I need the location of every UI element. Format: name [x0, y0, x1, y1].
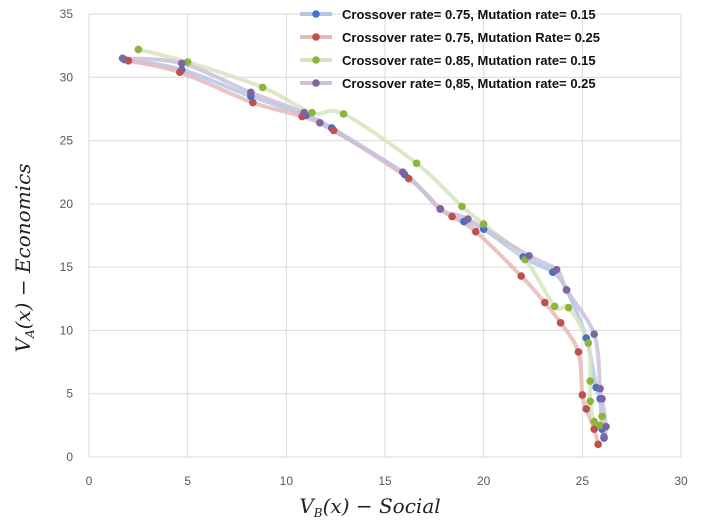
series-2-point	[594, 440, 602, 449]
legend: Crossover rate= 0.75, Mutation rate= 0.1…	[300, 7, 600, 91]
series-2-point	[541, 298, 549, 307]
series-4-point	[398, 168, 407, 177]
x-axis-title: VB(x) − Social	[299, 494, 440, 520]
series-4-point	[596, 384, 604, 393]
series-4-point	[436, 205, 445, 213]
y-tick-label: 25	[60, 134, 74, 148]
series-4-point	[552, 265, 561, 274]
series-4-point	[602, 422, 610, 431]
series-2-point	[578, 391, 587, 399]
series-3-point	[412, 159, 421, 168]
legend-entry-1: Crossover rate= 0.75, Mutation rate= 0.1…	[342, 7, 596, 22]
series-2-point	[574, 348, 583, 356]
series-line-3	[136, 47, 605, 428]
series-2-point	[517, 272, 525, 280]
series-4-point	[525, 251, 533, 260]
series-3-point	[134, 45, 143, 54]
series-2-point	[556, 319, 565, 327]
series-4-point	[300, 108, 308, 117]
series-2-point	[175, 68, 184, 77]
x-axis-ticks: 0 5 10 15 20 25 30	[86, 474, 688, 488]
series-4-point	[590, 330, 598, 339]
series-4-point	[464, 215, 472, 223]
series-2-point	[248, 98, 257, 107]
y-tick-label: 5	[66, 387, 73, 401]
y-tick-label: 10	[60, 323, 74, 337]
y-axis-ticks: 0 5 10 15 20 25 30 35	[60, 7, 74, 464]
series-2-point	[404, 174, 413, 183]
y-tick-label: 35	[60, 7, 74, 21]
x-tick-label: 30	[674, 474, 688, 488]
series-4-point	[247, 88, 255, 97]
series-3-point	[584, 339, 593, 347]
series-4-point	[562, 286, 571, 294]
series-3-point	[550, 302, 559, 311]
series-2-point	[590, 425, 598, 433]
series-4-point	[316, 119, 324, 127]
series-3-point	[586, 377, 595, 385]
x-tick-label: 20	[477, 474, 491, 488]
y-tick-label: 15	[60, 260, 74, 274]
legend-entry-4: Crossover rate= 0,85, Mutation rate= 0.2…	[342, 76, 596, 91]
series-4-point	[177, 59, 186, 68]
series-lines	[120, 47, 609, 447]
series-3-point	[596, 421, 604, 430]
y-tick-label: 20	[60, 197, 74, 211]
series-points	[118, 45, 610, 449]
series-3-point	[479, 220, 488, 228]
series-line-1	[122, 57, 607, 441]
legend-marker-2	[312, 33, 320, 41]
series-3-point	[586, 397, 595, 406]
series-3-point	[258, 83, 267, 92]
series-4-point	[118, 54, 127, 63]
series-2-point	[124, 57, 133, 65]
series-4-point	[600, 432, 608, 441]
series-3-point	[590, 417, 598, 426]
series-4-point	[598, 394, 606, 403]
series-3-point	[564, 303, 573, 312]
legend-entry-3: Crossover rate= 0.85, Mutation rate= 0.1…	[342, 53, 596, 68]
x-tick-label: 25	[576, 474, 590, 488]
series-3-point	[339, 110, 348, 118]
x-tick-label: 5	[184, 474, 191, 488]
legend-marker-1	[312, 10, 320, 18]
series-2-point	[582, 405, 591, 413]
legend-marker-4	[312, 79, 320, 87]
series-2-point	[471, 227, 480, 236]
x-tick-label: 15	[378, 474, 392, 488]
series-2-point	[329, 126, 338, 135]
x-tick-label: 0	[86, 474, 93, 488]
x-tick-label: 10	[280, 474, 294, 488]
series-2-point	[448, 212, 456, 221]
legend-entry-2: Crossover rate= 0.75, Mutation Rate= 0.2…	[342, 30, 600, 45]
y-tick-label: 0	[66, 450, 73, 464]
series-3-point	[458, 202, 466, 211]
series-3-point	[308, 108, 316, 117]
legend-marker-3	[312, 56, 320, 64]
series-3-point	[183, 58, 192, 66]
y-axis-title: VA(x) − Economics	[11, 163, 37, 352]
series-line-4	[120, 56, 609, 439]
series-3-point	[598, 412, 606, 421]
y-tick-label: 30	[60, 70, 74, 84]
